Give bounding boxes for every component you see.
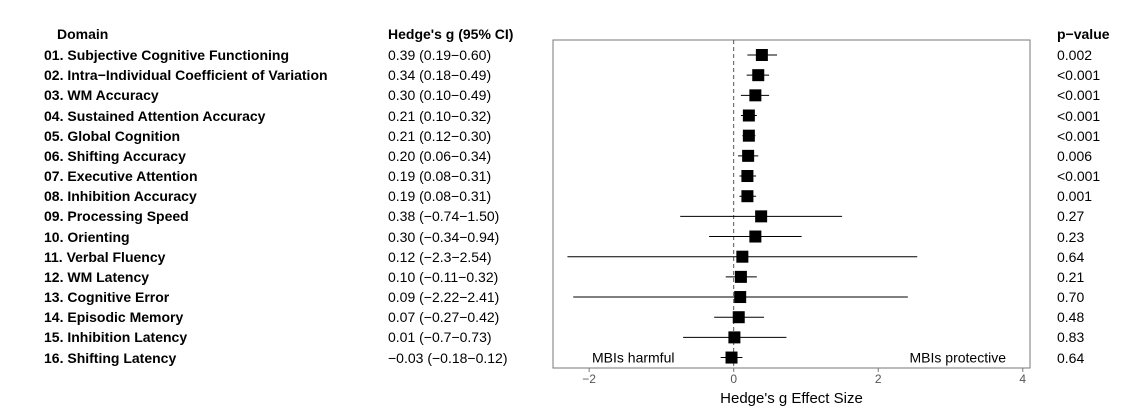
pvalue-column-header: p−value bbox=[1057, 26, 1110, 42]
effect-ci-text: 0.19 (0.08−0.31) bbox=[388, 188, 492, 205]
table-row: 04. Sustained Attention Accuracy 0.21 (0.… bbox=[0, 107, 1142, 125]
domain-label: 15. Inhibition Latency bbox=[44, 329, 188, 346]
x-tick-label: 0 bbox=[730, 372, 737, 386]
point-estimate-marker bbox=[725, 351, 738, 364]
effect-ci-text: 0.38 (−0.74−1.50) bbox=[388, 208, 500, 225]
domain-label: 07. Executive Attention bbox=[44, 168, 198, 185]
effect-ci-text: 0.30 (−0.34−0.94) bbox=[388, 228, 500, 245]
p-value: 0.64 bbox=[1057, 349, 1085, 366]
p-value: 0.48 bbox=[1057, 309, 1085, 326]
table-row: 02. Intra−Individual Coefficient of Vari… bbox=[0, 66, 1142, 84]
effect-ci-text: 0.09 (−2.22−2.41) bbox=[388, 289, 500, 306]
table-row: 16. Shifting Latency −0.03 (−0.18−0.12) 0.… bbox=[0, 349, 1142, 367]
point-estimate-marker bbox=[728, 331, 741, 344]
domain-label: 13. Cognitive Error bbox=[44, 289, 170, 306]
p-value: 0.002 bbox=[1057, 47, 1093, 63]
effect-ci-text: 0.21 (0.10−0.32) bbox=[388, 107, 492, 124]
annotation-protective: MBIs protective bbox=[910, 350, 1007, 366]
effect-ci-text: 0.34 (0.18−0.49) bbox=[388, 67, 492, 84]
point-estimate-marker bbox=[732, 311, 745, 324]
p-value: 0.83 bbox=[1057, 329, 1085, 346]
point-estimate-marker bbox=[755, 49, 768, 61]
table-row: 01. Subjective Cognitive Functioning 0.39… bbox=[0, 46, 1142, 64]
effect-ci-text: 0.01 (−0.7−0.73) bbox=[388, 329, 492, 346]
x-tick-label: 2 bbox=[875, 372, 882, 386]
effect-ci-text: 0.10 (−0.11−0.32) bbox=[388, 268, 499, 285]
point-estimate-marker bbox=[742, 149, 755, 162]
point-estimate-marker bbox=[755, 210, 768, 223]
p-value: 0.001 bbox=[1057, 188, 1093, 205]
point-estimate-marker bbox=[749, 230, 762, 243]
p-value: 0.64 bbox=[1057, 248, 1085, 265]
domain-label: 14. Episodic Memory bbox=[44, 309, 184, 326]
table-row: 13. Cognitive Error 0.09 (−2.22−2.41) 0.70 bbox=[0, 288, 1142, 306]
p-value: 0.70 bbox=[1057, 289, 1085, 306]
plot-frame bbox=[552, 39, 1031, 369]
point-estimate-marker bbox=[742, 109, 755, 122]
point-estimate-marker bbox=[734, 270, 747, 283]
domain-column-header: Domain bbox=[57, 26, 109, 42]
domain-label: 08. Inhibition Accuracy bbox=[44, 188, 197, 205]
table-row: 07. Executive Attention 0.19 (0.08−0.31) <… bbox=[0, 167, 1142, 185]
p-value: <0.001 bbox=[1057, 87, 1101, 104]
x-tick-label: 4 bbox=[1019, 372, 1026, 386]
annotation-harmful: MBIs harmful bbox=[592, 350, 674, 366]
table-row: 08. Inhibition Accuracy 0.19 (0.08−0.31) 0… bbox=[0, 187, 1142, 205]
p-value: 0.006 bbox=[1057, 147, 1093, 164]
x-tick-label: −2 bbox=[582, 372, 596, 386]
table-row: 05. Global Cognition 0.21 (0.12−0.30) <0.0… bbox=[0, 127, 1142, 145]
domain-label: 06. Shifting Accuracy bbox=[44, 147, 186, 164]
p-value: 0.27 bbox=[1057, 208, 1085, 225]
domain-label: 05. Global Cognition bbox=[44, 127, 181, 144]
effect-ci-text: 0.21 (0.12−0.30) bbox=[388, 127, 492, 144]
point-estimate-marker bbox=[741, 190, 754, 203]
p-value: 0.23 bbox=[1057, 228, 1085, 245]
table-row: 03. WM Accuracy 0.30 (0.10−0.49) <0.001 bbox=[0, 86, 1142, 104]
effect-ci-text: 0.19 (0.08−0.31) bbox=[388, 168, 492, 185]
point-estimate-marker bbox=[736, 250, 749, 263]
table-row: 15. Inhibition Latency 0.01 (−0.7−0.73) 0.… bbox=[0, 328, 1142, 346]
domain-label: 11. Verbal Fluency bbox=[44, 248, 166, 265]
effect-ci-text: 0.20 (0.06−0.34) bbox=[388, 147, 492, 164]
p-value: <0.001 bbox=[1057, 107, 1101, 124]
point-estimate-marker bbox=[749, 89, 762, 102]
effect-ci-text: 0.30 (0.10−0.49) bbox=[388, 87, 492, 104]
domain-label: 10. Orienting bbox=[44, 228, 130, 245]
effect-ci-text: 0.07 (−0.27−0.42) bbox=[388, 309, 500, 326]
effect-ci-text: 0.12 (−2.3−2.54) bbox=[388, 248, 492, 265]
table-row: 14. Episodic Memory 0.07 (−0.27−0.42) 0.48 bbox=[0, 308, 1142, 326]
domain-label: 03. WM Accuracy bbox=[44, 87, 159, 104]
table-row: 10. Orienting 0.30 (−0.34−0.94) 0.23 bbox=[0, 228, 1142, 246]
table-row: 11. Verbal Fluency 0.12 (−2.3−2.54) 0.64 bbox=[0, 248, 1142, 266]
table-row: 06. Shifting Accuracy 0.20 (0.06−0.34) 0.0… bbox=[0, 147, 1142, 165]
domain-label: 16. Shifting Latency bbox=[44, 349, 177, 366]
point-estimate-marker bbox=[741, 170, 754, 183]
domain-label: 12. WM Latency bbox=[44, 268, 150, 285]
point-estimate-marker bbox=[742, 129, 755, 142]
table-row: 09. Processing Speed 0.38 (−0.74−1.50) 0.2… bbox=[0, 207, 1142, 225]
domain-label: 02. Intra−Individual Coefficient of Vari… bbox=[44, 67, 328, 84]
effect-ci-text: −0.03 (−0.18−0.12) bbox=[388, 349, 508, 366]
domain-label: 01. Subjective Cognitive Functioning bbox=[44, 47, 290, 63]
p-value: <0.001 bbox=[1057, 127, 1101, 144]
domain-label: 04. Sustained Attention Accuracy bbox=[44, 107, 266, 124]
effect-ci-text: 0.39 (0.19−0.60) bbox=[388, 47, 492, 63]
p-value: <0.001 bbox=[1057, 67, 1101, 84]
point-estimate-marker bbox=[734, 291, 747, 304]
effect-column-header: Hedge's g (95% CI) bbox=[388, 26, 514, 42]
table-row: 12. WM Latency 0.10 (−0.11−0.32) 0.21 bbox=[0, 268, 1142, 286]
domain-label: 09. Processing Speed bbox=[44, 208, 189, 225]
p-value: <0.001 bbox=[1057, 168, 1101, 185]
p-value: 0.21 bbox=[1057, 268, 1085, 285]
x-axis-label: Hedge's g Effect Size bbox=[720, 390, 863, 407]
point-estimate-marker bbox=[752, 69, 765, 82]
